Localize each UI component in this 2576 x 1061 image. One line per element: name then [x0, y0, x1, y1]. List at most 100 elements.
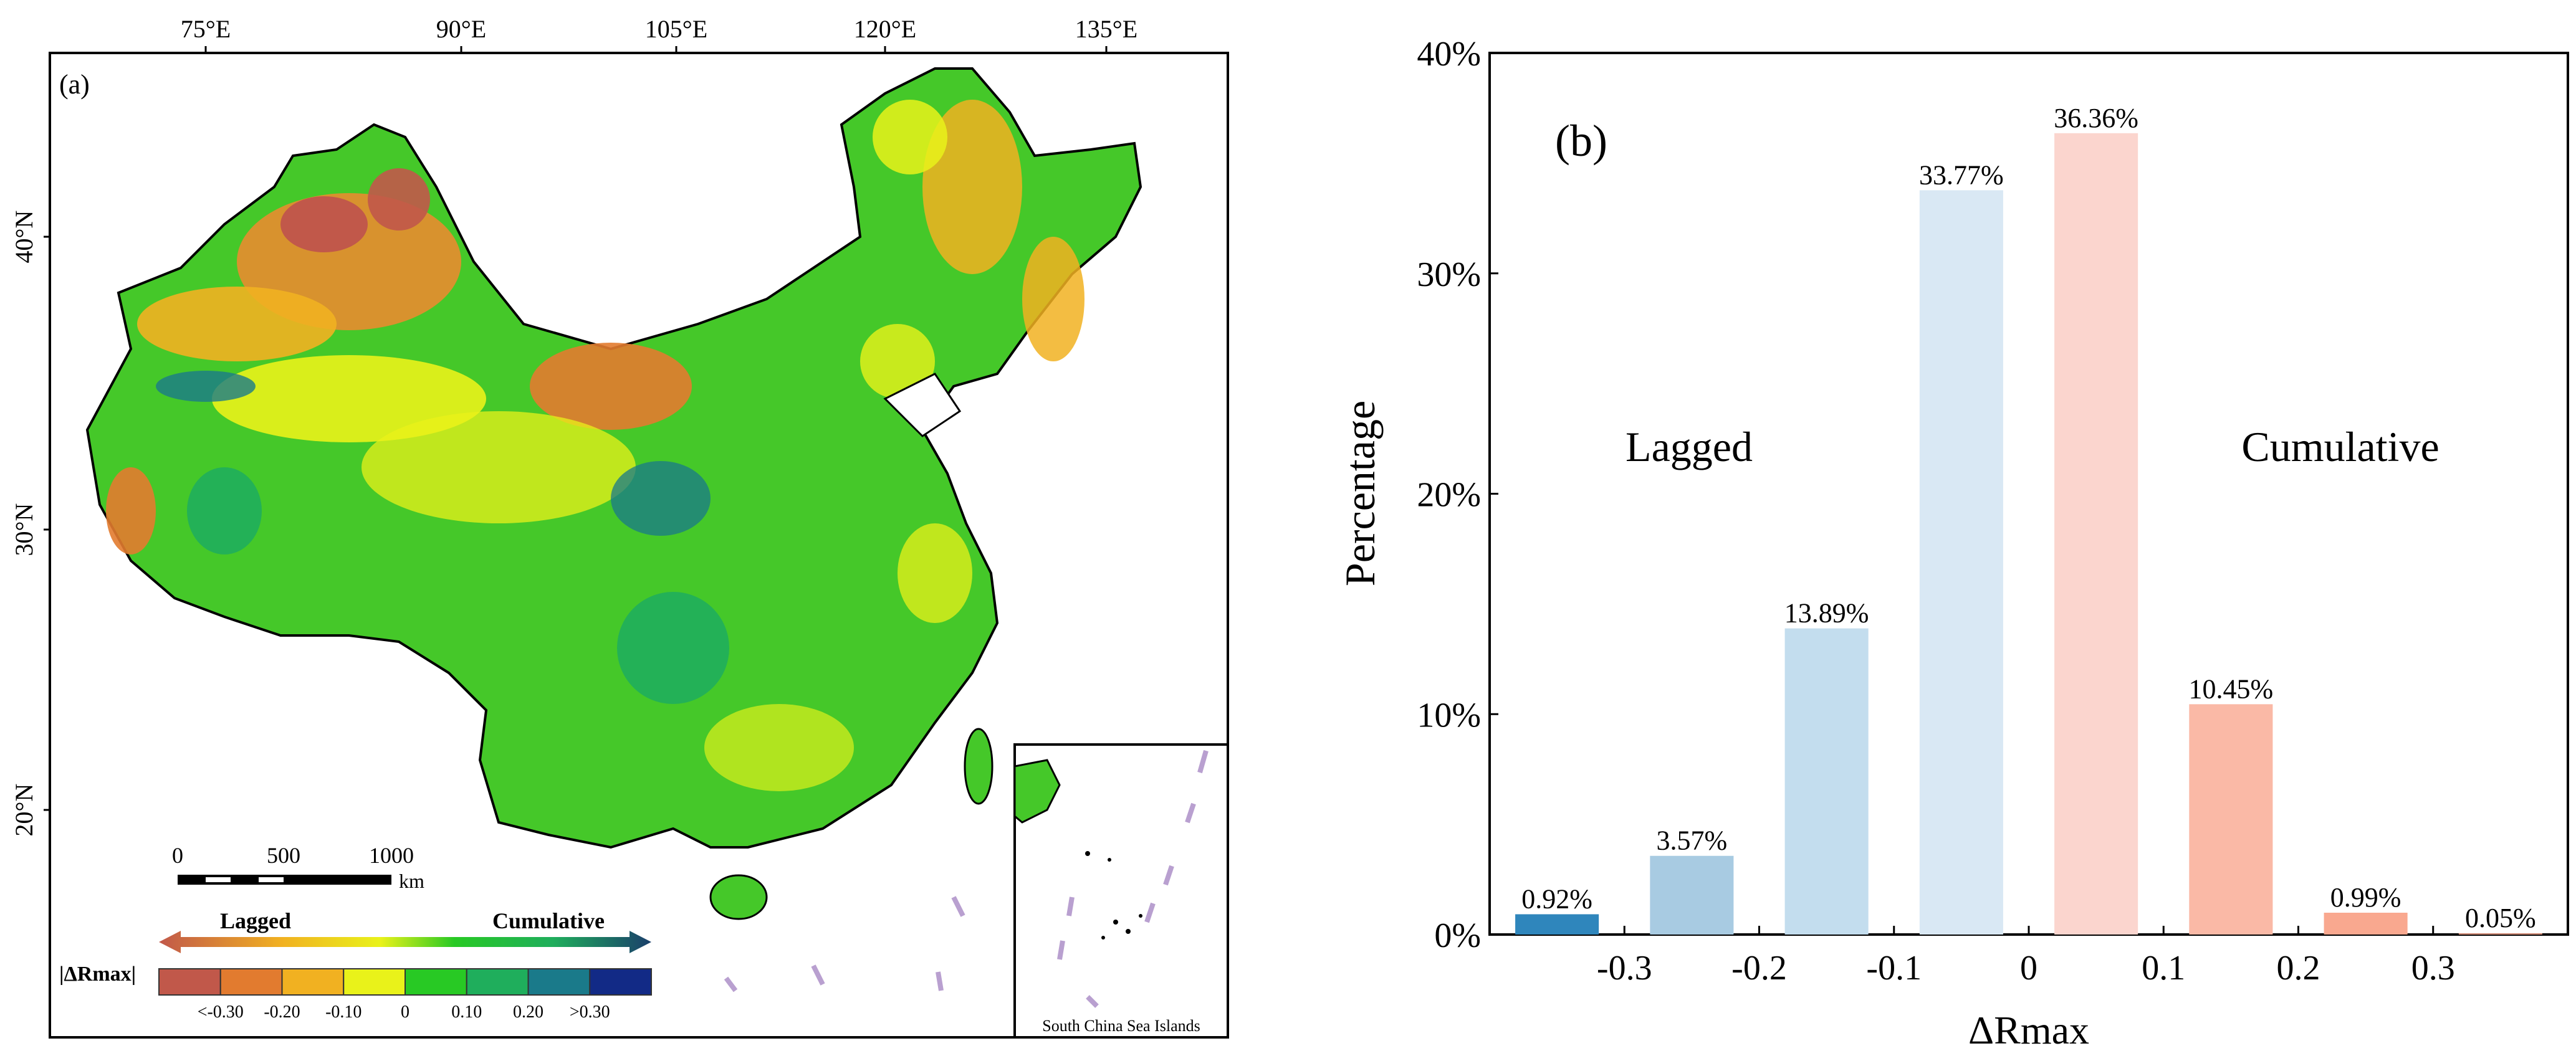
x-axis-title: ΔRmax: [1968, 1008, 2089, 1052]
region-patch: [1022, 237, 1085, 361]
region-patch: [704, 704, 854, 791]
bohai-sea: [883, 373, 962, 437]
annotation-lagged: Lagged: [1626, 423, 1753, 470]
lat-ticks: 40°N 30°N 20°N: [10, 211, 50, 837]
bar: [2054, 133, 2138, 935]
legend-swatch: [343, 968, 406, 996]
lon-tick-label: 135°E: [1075, 15, 1137, 43]
y-axis: 0% 10% 20% 30% 40%: [1417, 35, 1498, 955]
taiwan-island: [964, 728, 994, 805]
inset-label: South China Sea Islands: [1042, 1017, 1200, 1035]
region-patch: [873, 100, 947, 174]
legend-bin-label: <-0.30: [198, 1002, 244, 1022]
region-patch: [156, 371, 256, 402]
legend-bin-label: -0.10: [325, 1002, 362, 1022]
y-axis-title: Percentage: [1336, 401, 1384, 586]
inset-map: South China Sea Islands: [1013, 743, 1229, 1039]
region-patch: [137, 287, 337, 361]
region-patch: [922, 100, 1022, 274]
bar-value-label: 0.99%: [2330, 882, 2401, 913]
bar: [2458, 933, 2542, 935]
x-tick-label: 0.2: [2277, 949, 2320, 987]
annotation-cumulative: Cumulative: [2241, 423, 2439, 470]
legend-bin-labels: <-0.30 -0.20 -0.10 0 0.10 0.20 >0.30: [198, 1002, 610, 1022]
region-patch: [617, 592, 729, 704]
plot-frame: [1488, 52, 2569, 936]
legend-right-label: Cumulative: [492, 908, 605, 933]
region-patch: [898, 523, 972, 623]
y-tick-label: 0%: [1434, 916, 1481, 955]
lon-tick-label: 120°E: [854, 15, 916, 43]
legend-swatch: [466, 968, 529, 996]
scale-bar: 0 500 1000 km: [172, 843, 424, 892]
legend-swatch: [219, 968, 283, 996]
bar-value-label: 0.92%: [1521, 883, 1592, 914]
x-tick-label: 0.3: [2411, 949, 2455, 987]
panel-label-b: (b): [1555, 116, 1607, 166]
region-patch: [530, 343, 692, 430]
nine-dash-line: [724, 896, 965, 992]
region-patch: [860, 324, 935, 399]
x-tick-label: -0.3: [1597, 949, 1652, 987]
lon-ticks: 75°E 90°E 105°E 120°E 135°E: [181, 15, 1137, 53]
y-tick-label: 20%: [1417, 476, 1481, 515]
bar: [1650, 855, 1734, 935]
bar-value-labels: 0.92% 3.57% 13.89% 33.77% 36.36% 10.45% 0.99% 0…: [1521, 103, 2535, 933]
china-land: [85, 67, 1142, 920]
legend-left-label: Lagged: [220, 908, 291, 933]
region-patch: [280, 196, 368, 252]
bar-value-label: 10.45%: [2189, 673, 2274, 704]
legend-swatch: [405, 968, 467, 996]
scale-label: 0: [172, 843, 183, 868]
lat-tick-label: 20°N: [10, 784, 38, 837]
legend-bin-label: 0: [401, 1002, 409, 1022]
bar: [1784, 628, 1869, 935]
legend-title: |ΔRmax|: [59, 963, 136, 986]
legend-bin-label: >0.30: [570, 1002, 610, 1022]
x-tick-label: -0.2: [1731, 949, 1787, 987]
region-patch: [611, 461, 711, 536]
x-tick-label: -0.1: [1866, 949, 1922, 987]
panel-b-chart: (b) Lagged Cumulative 0% 10% 20% 30% 40% -0.…: [1336, 35, 2569, 1052]
legend-bin-label: 0.20: [513, 1002, 543, 1022]
bar: [1515, 914, 1599, 935]
x-axis: -0.3 -0.2 -0.1 0 0.1 0.2 0.3: [1597, 926, 2455, 987]
map-legend: Lagged Cumulative |ΔRmax| <-0.30 -0.20 -0.…: [59, 908, 652, 1022]
legend-swatches: [158, 968, 652, 996]
bar: [1919, 190, 2003, 935]
inset-coast: [1013, 759, 1061, 824]
legend-swatch: [158, 968, 221, 996]
lat-tick-label: 30°N: [10, 503, 38, 556]
lon-tick-label: 90°E: [436, 15, 486, 43]
region-patch: [368, 168, 430, 231]
region-patch: [212, 355, 486, 442]
scale-unit: km: [399, 870, 424, 892]
bar-value-label: 36.36%: [2054, 103, 2138, 133]
x-tick-label: 0.1: [2142, 949, 2185, 987]
scale-label: 500: [267, 843, 300, 868]
hainan-island: [709, 874, 768, 920]
lon-tick-label: 75°E: [181, 15, 231, 43]
bar-value-label: 33.77%: [1919, 159, 2004, 190]
legend-swatch: [281, 968, 345, 996]
region-patch: [187, 467, 262, 554]
y-tick-label: 40%: [1417, 35, 1481, 74]
legend-bin-label: 0.10: [451, 1002, 482, 1022]
bar-value-label: 13.89%: [1784, 598, 1869, 629]
region-patch: [106, 467, 156, 554]
legend-swatch: [527, 968, 591, 996]
legend-arrow: [159, 931, 651, 953]
bars: [1515, 133, 2542, 935]
scale-label: 1000: [369, 843, 414, 868]
y-tick-label: 30%: [1417, 255, 1481, 294]
lon-tick-label: 105°E: [645, 15, 707, 43]
region-patch: [362, 411, 636, 523]
panel-label-a: (a): [59, 69, 90, 100]
legend-swatch: [589, 968, 652, 996]
x-tick-label: 0: [2020, 949, 2037, 987]
bar: [2189, 704, 2273, 935]
legend-bin-label: -0.20: [264, 1002, 300, 1022]
y-tick-label: 10%: [1417, 696, 1481, 735]
bar: [2324, 912, 2408, 935]
